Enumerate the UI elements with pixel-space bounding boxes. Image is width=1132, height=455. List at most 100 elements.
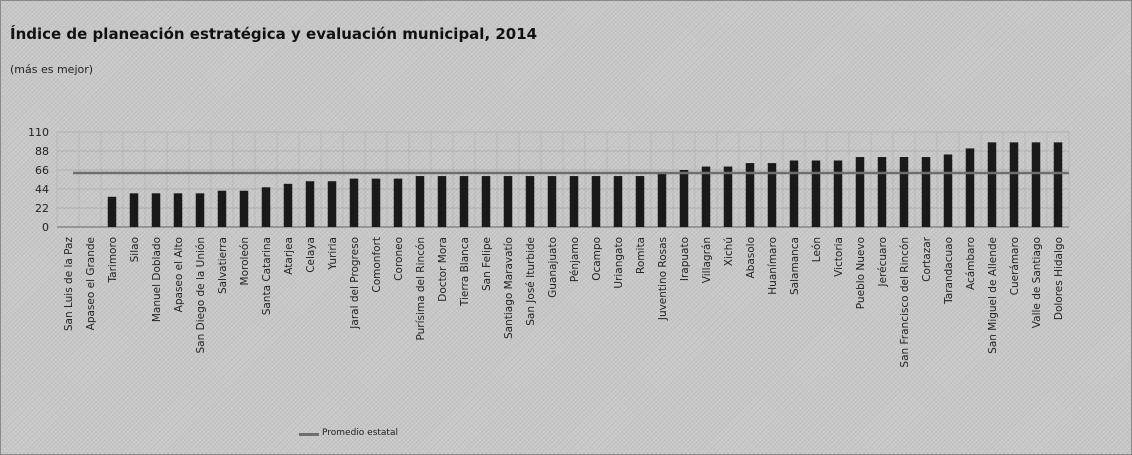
x-category-label: Ocampo (591, 237, 603, 281)
x-category-label: Salamanca (789, 237, 801, 295)
x-category-label: San Diego de la Unión (195, 237, 207, 353)
bar (987, 142, 997, 227)
y-tick-label: 110 (28, 126, 49, 139)
bar (613, 176, 623, 227)
x-category-label: Pénjamo (569, 237, 581, 282)
bar (1031, 142, 1041, 227)
x-category-label: Celaya (305, 237, 317, 273)
x-category-label: Doctor Mora (437, 237, 449, 302)
x-category-label: Victoria (833, 237, 845, 277)
x-category-label: Manuel Doblado (151, 237, 163, 322)
x-category-label: Guanajuato (547, 237, 559, 298)
bar (679, 170, 689, 227)
x-category-label: Uriangato (613, 237, 625, 289)
x-category-label: León (811, 237, 823, 262)
x-category-label: Apaseo el Grande (85, 237, 97, 330)
y-tick-label: 88 (35, 145, 49, 158)
bar (855, 157, 865, 227)
x-category-label: Tarandacuao (943, 237, 955, 305)
bar (217, 190, 227, 227)
bars (107, 142, 1063, 227)
bar (525, 176, 535, 227)
bar (371, 178, 381, 227)
x-category-label: Villagrán (701, 237, 713, 283)
x-category-label: Silao (129, 237, 141, 262)
y-tick-label: 44 (35, 183, 49, 196)
x-category-label: Yuriria (327, 237, 339, 271)
bar (877, 157, 887, 227)
bar (745, 163, 755, 227)
bar (767, 163, 777, 227)
bar (701, 166, 711, 227)
bar (481, 176, 491, 227)
bar (151, 193, 161, 227)
chart-title: Índice de planeación estratégica y evalu… (10, 25, 538, 43)
bar (283, 183, 293, 227)
x-category-label: Santa Catarina (261, 237, 273, 315)
bar (261, 187, 271, 227)
x-category-label: Xichú (723, 237, 735, 266)
x-category-label: Romita (635, 237, 647, 274)
bar (393, 178, 403, 227)
x-category-label: Cortazar (921, 236, 933, 282)
bar (811, 160, 821, 227)
x-category-label: Jaral del Progreso (349, 237, 361, 330)
x-category-label: San Francisco del Rincón (899, 237, 911, 368)
bar (107, 196, 117, 227)
bar (943, 154, 953, 227)
bar (195, 193, 205, 227)
x-category-label: Tierra Blanca (459, 237, 471, 307)
bar (239, 190, 249, 227)
x-category-label: San Luis de la Paz (63, 237, 75, 332)
bar (789, 160, 799, 227)
legend-average-label: Promedio estatal (322, 428, 398, 438)
x-category-label: San Felipe (481, 237, 493, 291)
x-category-label: Santiago Maravatío (503, 237, 515, 339)
x-category-label: Coroneo (393, 237, 405, 281)
x-category-label: Pueblo Nuevo (855, 237, 867, 309)
bar (657, 172, 667, 227)
bar (1053, 142, 1063, 227)
bar (899, 157, 909, 227)
bar (723, 166, 733, 227)
x-category-label: Acámbaro (965, 237, 977, 290)
x-category-label: Salvatierra (217, 237, 229, 294)
x-category-label: Cuerámaro (1009, 237, 1021, 295)
x-axis-labels: San Luis de la Paz Apaseo el Grande Tarimo… (63, 236, 1065, 367)
x-category-label: Atarjea (283, 237, 295, 275)
y-tick-label: 22 (35, 202, 49, 215)
x-category-label: Tarimoro (107, 237, 119, 284)
bar (1009, 142, 1019, 227)
bar (305, 181, 315, 227)
chart-subtitle: (más es mejor) (10, 63, 94, 76)
bar (349, 178, 359, 227)
x-category-label: Apaseo el Alto (173, 237, 185, 312)
bar (921, 157, 931, 227)
bar (833, 160, 843, 227)
y-tick-label: 66 (35, 164, 49, 177)
x-category-label: Purísima del Rincón (415, 237, 427, 341)
x-category-label: Huanímaro (767, 237, 779, 295)
bar (459, 176, 469, 227)
bar (173, 193, 183, 227)
x-category-label: Dolores Hidalgo (1053, 237, 1065, 320)
bar (965, 148, 975, 227)
x-category-label: Abasolo (745, 237, 757, 279)
y-axis-ticks: 0 22 44 66 88 110 (28, 126, 49, 234)
bar (591, 176, 601, 227)
x-category-label: San Miguel de Allende (987, 237, 999, 354)
x-category-label: Irapuato (679, 237, 691, 281)
bar (547, 176, 557, 227)
bar (415, 176, 425, 227)
x-category-label: Jerécuaro (877, 237, 889, 287)
x-category-label: San José Iturbide (525, 237, 537, 326)
x-category-label: Comonfort (371, 237, 383, 293)
y-tick-label: 0 (42, 221, 49, 234)
x-category-label: Valle de Santiago (1031, 237, 1043, 328)
x-category-label: Juventino Rosas (657, 237, 669, 321)
bar (635, 176, 645, 227)
gridlines (56, 131, 1070, 228)
bar (569, 176, 579, 227)
